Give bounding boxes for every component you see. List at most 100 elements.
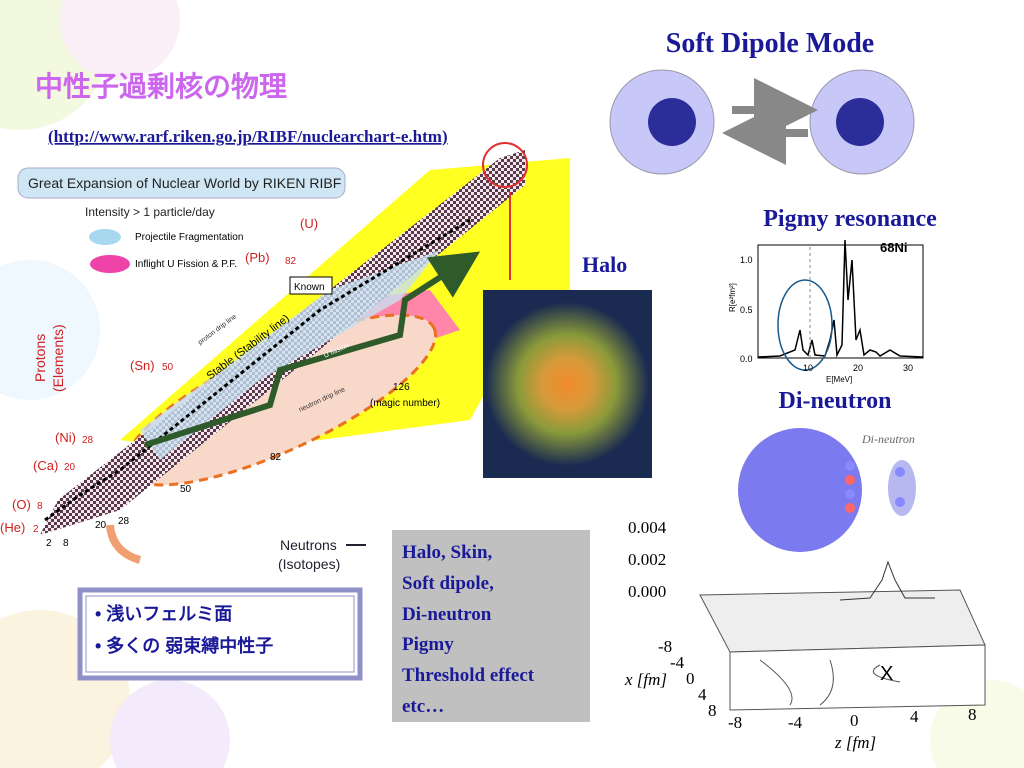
label: 4 [698,685,707,704]
shape-ellipse [90,255,130,273]
shape-ellipse [89,229,121,245]
label: E[MeV] [826,375,852,384]
label: Di-neutron [402,604,492,625]
label: 82 [270,452,282,463]
shape-rect [757,244,924,359]
label: 0 [686,669,695,688]
label: X [880,663,893,685]
shape-circle [738,428,862,552]
shape-polyline [144,251,481,448]
density-plot: 0.004 0.002 0.000 -8 -4 0 4 8 x [fm] -8 … [624,518,986,752]
shape-polyline [757,239,924,358]
shape-circle [0,260,100,400]
label: 8 [63,538,69,549]
label: 0.002 [628,550,666,569]
slide-title: 中性子過剰核の物理 [35,71,287,102]
label: Known [294,282,325,293]
label: -8 [658,637,672,656]
pigmy-plot: Pigmy resonance 68Ni 1.0 0.5 0.0 10 20 3… [728,206,937,384]
label: 30 [903,363,913,373]
label: -4 [788,713,803,732]
label: (magic number) [370,398,440,409]
shape-rect [17,167,346,199]
halo: Halo [483,252,652,478]
shape-path [106,524,142,564]
label: z [fm] [834,733,876,752]
label: 50 [180,484,192,495]
label: 20 [95,520,107,531]
label: etc… [402,696,444,717]
label: proton drip line [197,313,238,347]
label: 50 [162,362,174,373]
label: (He) [0,520,25,535]
label: -8 [728,713,742,732]
label: Neutrons [280,537,337,553]
shape-circle [845,503,855,513]
label: 28 [118,516,130,527]
nuclear-chart: Great Expansion of Nuclear World by RIKE… [0,142,570,572]
label: 28 [82,435,94,446]
shape-circle [485,302,649,466]
shape-circle [648,98,696,146]
shape-circle [845,475,855,485]
label: 2 [33,524,39,535]
label: (Sn) [130,358,155,373]
label: R[e²fm²] [728,283,737,312]
shape-polygon [729,644,986,711]
label: Halo, Skin, [402,542,493,563]
shape-circle [110,680,230,768]
shape-polygon [699,589,986,653]
shape-rect [289,276,333,295]
label: (Pb) [245,250,270,265]
label: 126 [393,382,410,393]
shape-polyline [839,560,935,601]
shape-circle [60,0,180,80]
label: (Ni) [55,430,76,445]
label: 20 [64,462,76,473]
label: 20 [853,363,863,373]
label: 0.5 [740,305,753,315]
shape-circle [845,489,855,499]
label: 4 [910,707,919,726]
shape-ellipse [777,279,833,371]
label: Di-neutron [779,388,892,414]
label: (U) [300,216,318,231]
di-neutron: Di-neutron Di-neutron [738,388,916,552]
label: Great Expansion of Nuclear World by RIKE… [28,175,341,191]
label: (O) [12,497,31,512]
label: Soft Dipole Mode [666,28,874,59]
label: (Isotopes) [278,556,340,572]
shape-rect [77,587,363,681]
label: 8 [968,705,977,724]
label: Threshold effect [402,665,535,686]
shape-path [759,659,901,706]
label: 8 [708,701,717,720]
label: (Ca) [33,458,58,473]
label: 0.004 [628,518,667,537]
label: 0 [850,711,859,730]
label: Soft dipole, [402,573,494,594]
soft-dipole: Soft Dipole Mode [609,28,915,175]
shape-circle [836,98,884,146]
label: Di-neutron [861,432,915,446]
label: 0.000 [628,582,666,601]
shape-rect [392,530,590,722]
label: Projectile Fragmentation [135,232,243,243]
bullet-box: • 浅いフェルミ面 • 多くの 弱束縛中性子 [77,587,363,681]
label: Intensity > 1 particle/day [85,205,215,219]
label: 1.0 [740,255,753,265]
label: 2 [46,538,52,549]
shape-circle [482,142,528,188]
topics-box: Halo, Skin, Soft dipole, Di-neutron Pigm… [392,530,590,722]
label: • 多くの 弱束縛中性子 [95,635,273,656]
shape-circle [845,461,855,471]
label: • 浅いフェルミ面 [95,603,232,624]
shape-polygon [140,250,440,460]
shape-circle [895,497,905,507]
label: 68Ni [880,240,907,255]
shape-rect [85,595,355,673]
label: Halo [582,252,627,277]
label: 82 [285,256,297,267]
